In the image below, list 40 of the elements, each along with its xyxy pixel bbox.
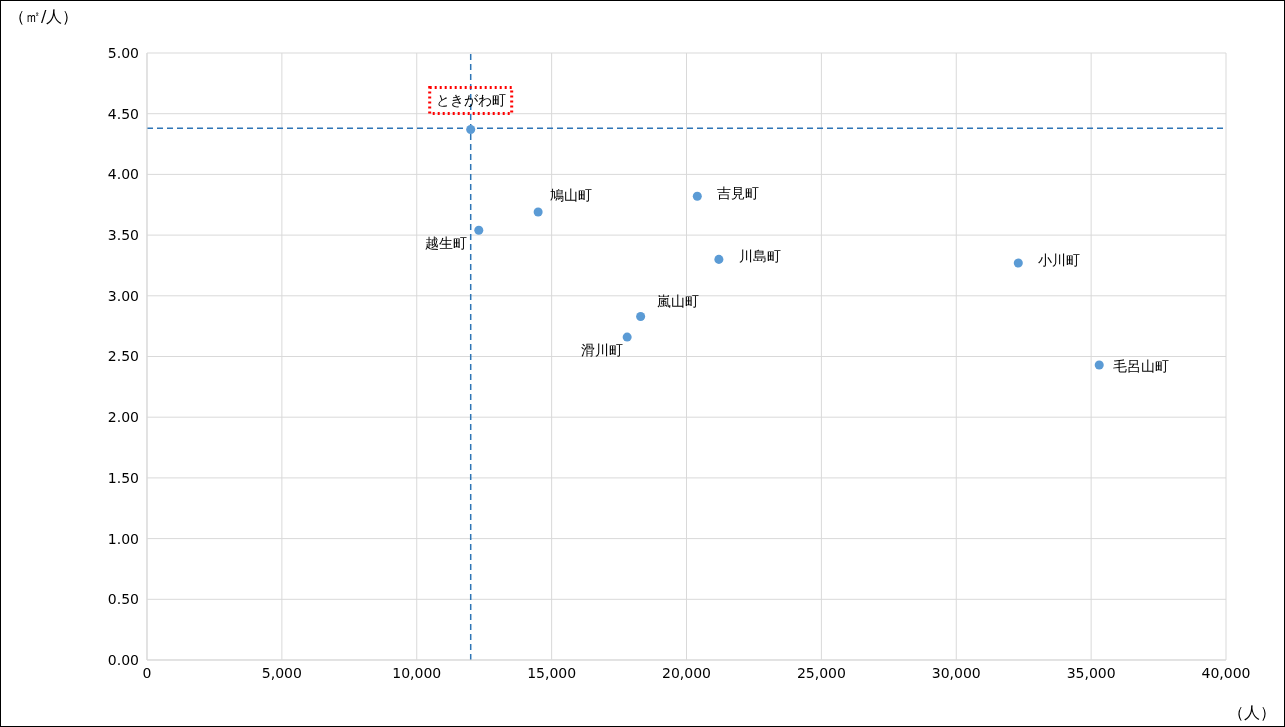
point (622, 332, 632, 342)
point (636, 311, 646, 321)
x-tick-label: 35,000 (1066, 664, 1116, 681)
x-tick-label: 20,000 (662, 664, 711, 681)
point (692, 191, 702, 201)
x-tick-label: 15,000 (527, 664, 577, 681)
data-label: 滑川町 (581, 342, 624, 359)
x-tick-label: 10,000 (392, 664, 442, 681)
data-label: 嵐山町 (656, 293, 699, 310)
x-tick-label: 0 (142, 664, 152, 681)
x-axis-title: （人） (1228, 703, 1276, 724)
y-tick-label: 1.00 (107, 530, 139, 547)
y-tick-label: 5.00 (107, 44, 139, 61)
x-tick-label: 5,000 (261, 664, 302, 681)
data-label: 越生町 (424, 235, 467, 252)
point (1013, 258, 1023, 268)
point (466, 124, 476, 134)
y-tick-label: 3.00 (107, 287, 139, 304)
data-label: 吉見町 (717, 185, 760, 202)
data-label: 川島町 (738, 248, 781, 265)
data-label: ときがわ町 (435, 92, 506, 109)
data-label: 鳩山町 (550, 187, 593, 204)
point (714, 254, 724, 264)
y-tick-label: 0.00 (107, 651, 139, 668)
x-tick-label: 30,000 (931, 664, 981, 681)
y-tick-label: 3.50 (107, 227, 139, 244)
y-tick-label: 2.00 (107, 409, 139, 426)
y-tick-label: 4.50 (107, 105, 139, 122)
y-tick-label: 2.50 (107, 348, 139, 365)
x-tick-label: 25,000 (796, 664, 846, 681)
y-tick-label: 4.00 (107, 166, 139, 183)
y-axis-title: （㎡/人） (9, 7, 79, 28)
point (533, 207, 543, 217)
data-label: 毛呂山町 (1113, 358, 1170, 374)
data-label: 小川町 (1038, 252, 1081, 269)
y-tick-label: 0.50 (107, 591, 139, 608)
x-tick-label: 40,000 (1201, 664, 1251, 681)
point (1094, 360, 1104, 370)
point (474, 225, 484, 235)
y-tick-label: 1.50 (107, 469, 139, 486)
